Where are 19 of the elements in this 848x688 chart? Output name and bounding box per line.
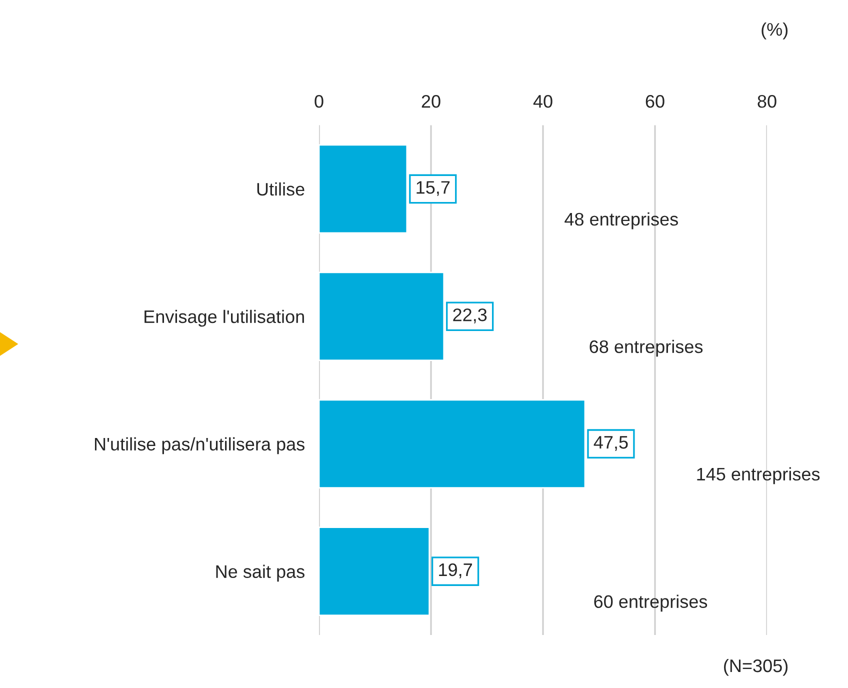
x-tick-label: 60 [646,94,664,108]
text: (%) [762,22,788,40]
text: (N=305) [724,658,788,676]
data-label: 22,3 [453,308,487,324]
annotation: 145 entreprises [697,467,820,484]
y-tick-label: N'utilise pas/n'utilisera pas [94,437,304,454]
x-tick-label: 0 [314,94,324,108]
data-label: 15,7 [416,181,450,196]
annotation: 48 entreprises [564,212,678,230]
x-tick-label: 20 [422,94,440,108]
data-label: 47,5 [594,436,628,451]
x-tick-label: 40 [533,94,552,108]
y-tick-label: Ne sait pas [216,564,304,582]
x-tick-label: 80 [758,94,776,108]
annotation: 60 entreprises [594,594,708,612]
y-tick-label: Utilise [257,182,304,196]
annotation: 68 entreprises [590,340,703,357]
data-label: 19,7 [439,563,472,578]
y-tick-label: Envisage l'utilisation [144,310,304,327]
